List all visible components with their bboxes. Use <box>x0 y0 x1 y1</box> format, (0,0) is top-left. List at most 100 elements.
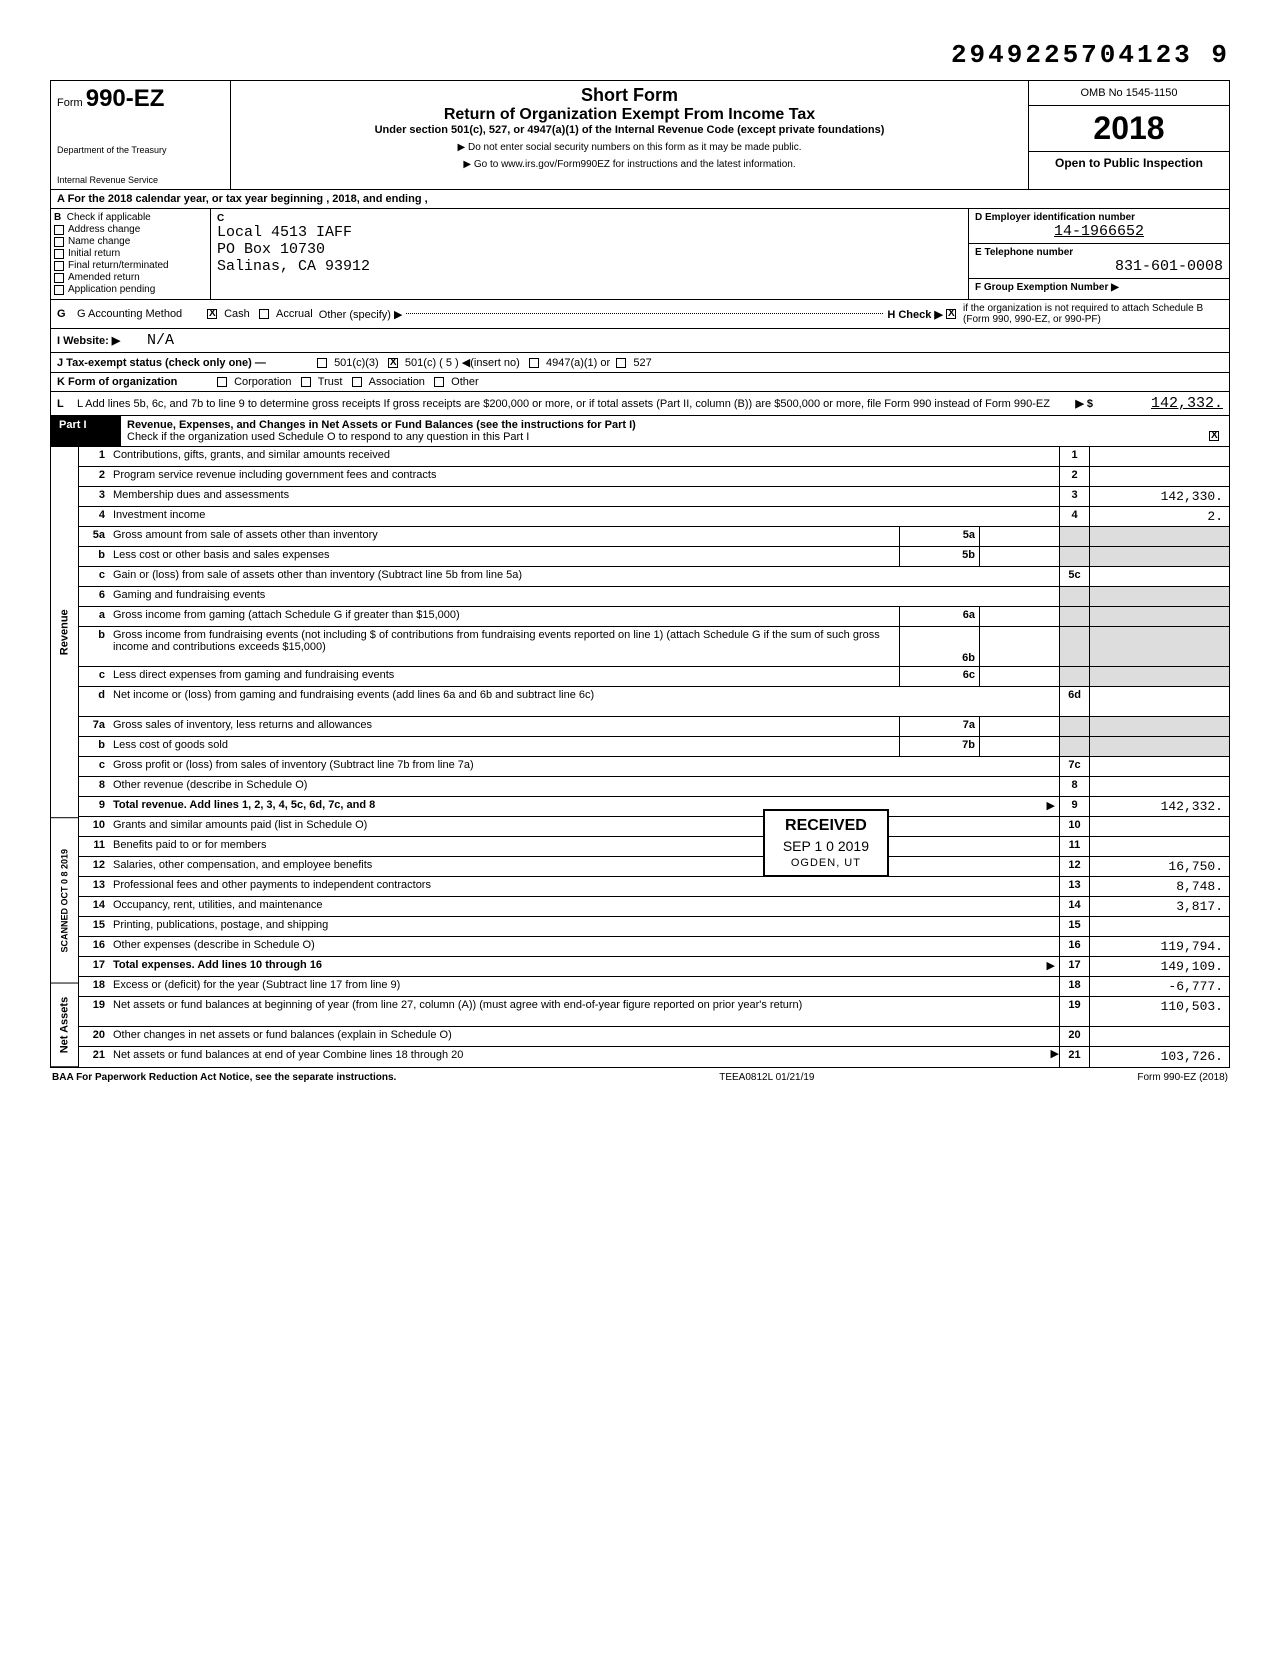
box-c: C Local 4513 IAFF PO Box 10730 Salinas, … <box>211 209 969 299</box>
line-7c: Gross profit or (loss) from sales of inv… <box>109 757 1059 776</box>
box-c-label: C <box>217 213 962 224</box>
val-7c <box>1089 757 1229 776</box>
mid-5a: 5a <box>899 527 979 546</box>
cb-schedule-o[interactable] <box>1209 431 1219 441</box>
cb-cash[interactable] <box>207 309 217 319</box>
line-21: Net assets or fund balances at end of ye… <box>109 1047 1039 1067</box>
box-e-label: E Telephone number <box>975 247 1223 258</box>
stamp-ogden: OGDEN, UT <box>783 857 869 869</box>
box-d-label: D Employer identification number <box>975 212 1223 223</box>
row-l-arrow: ▶ $ <box>1075 397 1093 410</box>
cb-other-org[interactable] <box>434 377 444 387</box>
cb-4947[interactable] <box>529 358 539 368</box>
val-6d <box>1089 687 1229 716</box>
line-14: Occupancy, rent, utilities, and maintena… <box>109 897 1059 916</box>
box-b-label: B <box>54 212 61 223</box>
mid-6b: 6b <box>899 627 979 666</box>
cb-trust[interactable] <box>301 377 311 387</box>
opt-assoc: Association <box>369 376 425 388</box>
opt-final: Final return/terminated <box>68 260 169 271</box>
letter-g: G <box>57 308 77 320</box>
tax-year: 2018 <box>1029 106 1229 152</box>
line-12: Salaries, other compensation, and employ… <box>109 857 1059 876</box>
opt-cash: Cash <box>224 308 250 320</box>
opt-501c3: 501(c)(3) <box>334 357 379 369</box>
mid-7b: 7b <box>899 737 979 756</box>
line-6a: Gross income from gaming (attach Schedul… <box>109 607 899 626</box>
line-19: Net assets or fund balances at beginning… <box>109 997 1059 1026</box>
cb-address-change[interactable] <box>54 225 64 235</box>
cb-amended[interactable] <box>54 273 64 283</box>
opt-corp: Corporation <box>234 376 291 388</box>
website-value: N/A <box>147 332 174 349</box>
line-4: Investment income <box>109 507 1059 526</box>
top-doc-number: 2949225704123 9 <box>50 40 1230 70</box>
footer-baa: BAA For Paperwork Reduction Act Notice, … <box>52 1072 396 1083</box>
line-5c: Gain or (loss) from sale of assets other… <box>109 567 1059 586</box>
org-name: Local 4513 IAFF <box>217 224 962 241</box>
cb-501c3[interactable] <box>317 358 327 368</box>
org-info-row: B Check if applicable Address change Nam… <box>50 209 1230 300</box>
part-i-title: Revenue, Expenses, and Changes in Net As… <box>127 419 636 431</box>
line-6b: Gross income from fundraising events (no… <box>109 627 899 666</box>
website-label: I Website: ▶ <box>57 334 147 347</box>
row-a: A For the 2018 calendar year, or tax yea… <box>51 190 1229 208</box>
val-21: 103,726. <box>1089 1047 1229 1067</box>
line-2: Program service revenue including govern… <box>109 467 1059 486</box>
row-j: J Tax-exempt status (check only one) — 5… <box>50 353 1230 373</box>
cb-assoc[interactable] <box>352 377 362 387</box>
line-7b: Less cost of goods sold <box>109 737 899 756</box>
mid-6c: 6c <box>899 667 979 686</box>
line-9: Total revenue. Add lines 1, 2, 3, 4, 5c,… <box>113 799 375 811</box>
row-i: I Website: ▶ N/A <box>50 329 1230 353</box>
opt-initial: Initial return <box>68 248 120 259</box>
val-13: 8,748. <box>1089 877 1229 896</box>
val-12: 16,750. <box>1089 857 1229 876</box>
letter-l: L <box>57 398 77 410</box>
cb-final[interactable] <box>54 261 64 271</box>
opt-other-method: Other (specify) ▶ <box>319 308 403 321</box>
val-5c <box>1089 567 1229 586</box>
return-title: Return of Organization Exempt From Incom… <box>239 106 1020 124</box>
row-h-label: H Check ▶ <box>887 308 943 321</box>
line-17: Total expenses. Add lines 10 through 16 <box>113 959 322 971</box>
footer-form: Form 990-EZ (2018) <box>1137 1072 1228 1083</box>
open-public: Open to Public Inspection <box>1029 152 1229 174</box>
line-11: Benefits paid to or for members <box>109 837 1059 856</box>
cb-pending[interactable] <box>54 285 64 295</box>
cb-corp[interactable] <box>217 377 227 387</box>
opt-501c: 501(c) ( 5 ) ◀(insert no) <box>405 356 520 369</box>
val-15 <box>1089 917 1229 936</box>
form-word: Form <box>57 97 83 109</box>
row-k: K Form of organization Corporation Trust… <box>50 373 1230 392</box>
line-18: Excess or (deficit) for the year (Subtra… <box>109 977 1059 996</box>
line-20: Other changes in net assets or fund bala… <box>109 1027 1059 1046</box>
line-6c: Less direct expenses from gaming and fun… <box>109 667 899 686</box>
part-i-header: Part I Revenue, Expenses, and Changes in… <box>50 416 1230 447</box>
gross-receipts: 142,332. <box>1093 395 1223 412</box>
row-g-h: G G Accounting Method Cash Accrual Other… <box>50 300 1230 329</box>
omb-number: OMB No 1545-1150 <box>1029 81 1229 106</box>
opt-pending: Application pending <box>68 284 155 295</box>
cb-name-change[interactable] <box>54 237 64 247</box>
val-4: 2. <box>1089 507 1229 526</box>
val-9: 142,332. <box>1089 797 1229 816</box>
accounting-method: G Accounting Method <box>77 308 207 320</box>
opt-trust: Trust <box>318 376 343 388</box>
cb-527[interactable] <box>616 358 626 368</box>
mid-6a: 6a <box>899 607 979 626</box>
stamp-date: SEP 1 0 2019 <box>783 838 869 854</box>
cb-h[interactable] <box>946 309 956 319</box>
side-net: Net Assets <box>51 984 78 1067</box>
form-header: Form 990-EZ Department of the Treasury I… <box>50 80 1230 190</box>
opt-4947: 4947(a)(1) or <box>546 357 610 369</box>
part-i-check: Check if the organization used Schedule … <box>127 431 529 443</box>
val-17: 149,109. <box>1089 957 1229 976</box>
cb-initial[interactable] <box>54 249 64 259</box>
org-addr1: PO Box 10730 <box>217 241 962 258</box>
row-l: L L Add lines 5b, 6c, and 7b to line 9 t… <box>50 392 1230 416</box>
cb-501c[interactable] <box>388 358 398 368</box>
side-revenue: Revenue <box>51 447 78 818</box>
cb-accrual[interactable] <box>259 309 269 319</box>
val-8 <box>1089 777 1229 796</box>
